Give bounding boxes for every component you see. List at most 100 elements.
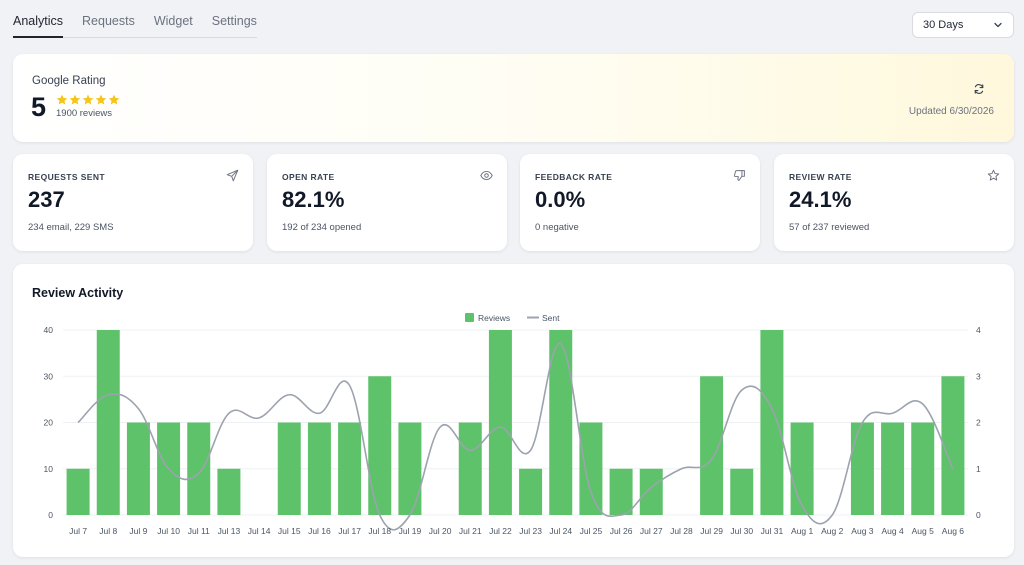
review-activity-card: Review Activity 0 10 20 30 40 0 1 2 3 4 Jul 7 Jul 8…	[13, 264, 1014, 557]
nav-tabs: Analytics Requests Widget Settings	[13, 10, 257, 38]
bar-reviews	[368, 376, 392, 515]
x-tick-label: Aug 5	[912, 526, 934, 536]
stat-subtext: 0 negative	[535, 222, 579, 233]
stat-subtext: 57 of 237 reviewed	[789, 222, 870, 233]
x-tick-label: Jul 26	[610, 526, 633, 536]
bar-reviews	[96, 330, 120, 515]
x-tick-label: Jul 17	[338, 526, 361, 536]
x-tick-label: Jul 25	[580, 526, 603, 536]
x-tick-label: Jul 20	[429, 526, 452, 536]
bar-reviews	[217, 468, 241, 515]
date-range-select[interactable]: 30 Days	[912, 12, 1014, 38]
review-activity-chart: 0 10 20 30 40 0 1 2 3 4 Jul 7 Jul 8 Jul 9 Jul 10 Jul 1…	[44, 313, 981, 536]
y-left-tick-label: 10	[44, 464, 54, 474]
y-right-tick-label: 0	[976, 510, 981, 520]
y-right-tick-label: 1	[976, 464, 981, 474]
x-tick-label: Aug 4	[881, 526, 903, 536]
x-tick-label: Aug 3	[851, 526, 873, 536]
bar-reviews	[126, 422, 150, 515]
stat-subtext: 192 of 234 opened	[282, 222, 362, 233]
updated-timestamp: Updated 6/30/2026	[908, 106, 994, 117]
x-tick-label: Jul 11	[188, 526, 210, 536]
y-right-tick-label: 3	[976, 371, 981, 381]
x-tick-label: Jul 23	[519, 526, 542, 536]
line-sent	[77, 343, 954, 531]
star-filled-icon	[95, 94, 107, 105]
bar-reviews	[549, 330, 573, 515]
stat-value: 24.1%	[789, 187, 852, 212]
bar-reviews	[881, 422, 905, 515]
legend-swatch-reviews	[465, 313, 474, 322]
tab-analytics[interactable]: Analytics	[13, 10, 64, 38]
y-right-tick-label: 2	[976, 418, 981, 428]
stat-card-open-rate: OPEN RATE 82.1% 192 of 234 opened	[267, 154, 507, 251]
x-tick-label: Jul 13	[218, 526, 241, 536]
bar-reviews	[941, 376, 965, 515]
chevron-down-icon	[994, 22, 1002, 28]
star-filled-icon	[108, 94, 120, 105]
rating-value: 5	[31, 92, 47, 122]
star-filled-icon	[56, 94, 68, 105]
star-filled-icon	[69, 94, 81, 105]
bar-reviews	[609, 468, 633, 515]
stat-label: REQUESTS SENT	[28, 172, 105, 182]
bar-reviews	[187, 422, 211, 515]
stat-subtext: 234 email, 229 SMS	[28, 222, 114, 233]
stat-card-feedback-rate: FEEDBACK RATE 0.0% 0 negative	[520, 154, 760, 251]
legend-label-sent: Sent	[542, 313, 560, 323]
x-tick-label: Jul 10	[157, 526, 180, 536]
rating-title: Google Rating	[32, 75, 106, 87]
x-tick-label: Jul 24	[549, 526, 572, 536]
tab-widget[interactable]: Widget	[153, 14, 193, 28]
bar-reviews	[639, 468, 663, 515]
bar-reviews	[730, 468, 754, 515]
rating-stars	[56, 94, 120, 106]
date-range-value: 30 Days	[923, 19, 964, 31]
x-tick-label: Jul 8	[99, 526, 117, 536]
x-tick-label: Jul 16	[308, 526, 331, 536]
x-tick-label: Jul 30	[730, 526, 753, 536]
bar-reviews	[700, 376, 724, 515]
refresh-icon[interactable]	[973, 83, 985, 95]
bar-reviews	[307, 422, 331, 515]
google-rating-card: Google Rating 5 1900 reviews Updated 6/3…	[13, 54, 1014, 142]
thumbs-down-icon	[733, 170, 745, 181]
tab-settings[interactable]: Settings	[211, 14, 257, 28]
y-left-tick-label: 0	[48, 510, 53, 520]
x-tick-label: Aug 2	[821, 526, 843, 536]
x-tick-label: Aug 1	[791, 526, 813, 536]
x-tick-label: Jul 7	[69, 526, 87, 536]
x-tick-label: Jul 29	[700, 526, 723, 536]
stat-card-review-rate: REVIEW RATE 24.1% 57 of 237 reviewed	[774, 154, 1014, 251]
y-left-tick-label: 40	[44, 325, 54, 335]
bar-reviews	[277, 422, 301, 515]
x-tick-label: Aug 6	[942, 526, 964, 536]
chart-title: Review Activity	[32, 286, 124, 300]
stat-label: OPEN RATE	[282, 172, 335, 182]
x-tick-label: Jul 14	[248, 526, 271, 536]
x-tick-label: Jul 9	[129, 526, 147, 536]
bar-reviews	[398, 422, 422, 515]
x-tick-label: Jul 22	[489, 526, 512, 536]
x-tick-label: Jul 19	[399, 526, 422, 536]
y-right-tick-label: 4	[976, 325, 981, 335]
review-count: 1900 reviews	[56, 108, 112, 119]
star-outline-icon	[987, 169, 1000, 181]
x-tick-label: Jul 27	[640, 526, 663, 536]
bar-reviews	[760, 330, 784, 515]
send-icon	[226, 169, 239, 182]
bar-reviews	[911, 422, 935, 515]
tab-requests[interactable]: Requests	[82, 14, 135, 28]
bar-reviews	[488, 330, 512, 515]
bar-reviews	[458, 422, 482, 515]
x-tick-label: Jul 15	[278, 526, 301, 536]
y-left-tick-label: 20	[44, 418, 54, 428]
bar-reviews	[519, 468, 543, 515]
y-left-tick-label: 30	[44, 371, 54, 381]
x-tick-label: Jul 18	[368, 526, 391, 536]
stat-value: 82.1%	[282, 187, 345, 212]
legend-label-reviews: Reviews	[478, 313, 510, 323]
star-filled-icon	[82, 94, 94, 105]
bar-reviews	[790, 422, 814, 515]
stat-label: REVIEW RATE	[789, 172, 852, 182]
